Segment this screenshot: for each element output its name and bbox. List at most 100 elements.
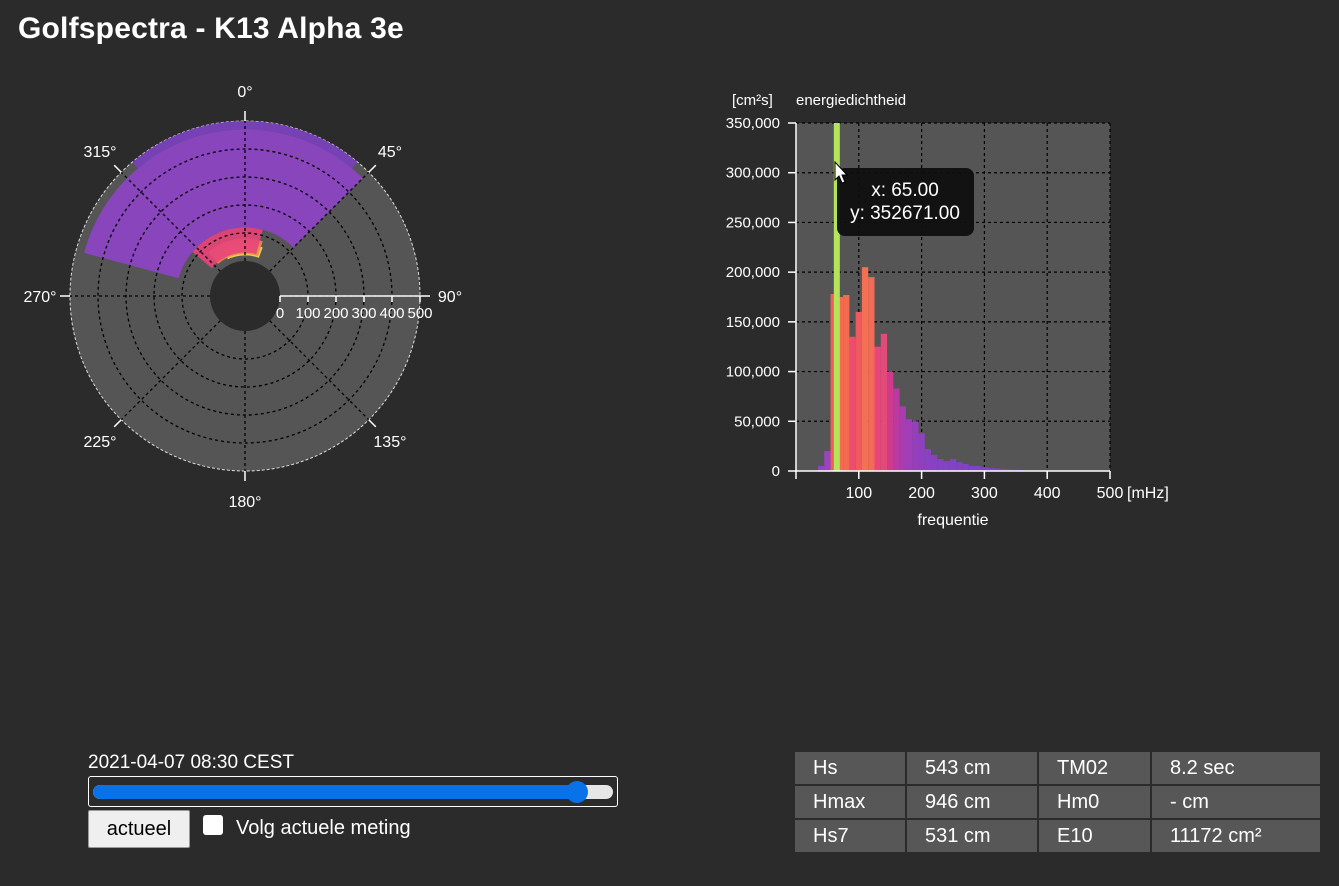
energy-band — [84, 129, 363, 279]
direction-label: 135° — [373, 434, 406, 451]
histogram-bar[interactable] — [861, 267, 869, 471]
histogram-bar[interactable] — [836, 297, 844, 471]
x-axis-unit: [mHz] — [1127, 485, 1169, 502]
histogram-bar[interactable] — [830, 294, 837, 471]
stat-name: E10 — [1039, 820, 1150, 852]
y-tick-label: 350,000 — [726, 115, 780, 132]
histogram-bar[interactable] — [874, 346, 881, 471]
direction-label: 270° — [23, 289, 56, 306]
x-tick-label: 500 — [1097, 485, 1124, 502]
stat-name: Hs — [795, 752, 905, 784]
radial-tick-label: 100 — [295, 305, 320, 322]
histogram-bar[interactable] — [855, 311, 862, 471]
table-row: Hs 543 cm TM02 8.2 sec — [795, 752, 1320, 784]
histogram-bar[interactable] — [937, 459, 944, 471]
slider-fill — [93, 785, 577, 799]
table-row: Hmax 946 cm Hm0 - cm — [795, 786, 1320, 818]
time-controls: 2021-04-07 08:30 CEST actueel Volg actue… — [88, 752, 620, 848]
y-tick-label: 50,000 — [734, 413, 780, 430]
y-tick-label: 200,000 — [726, 264, 780, 281]
radial-tick-label: 200 — [323, 305, 348, 322]
y-axis-label: [cm²s] — [732, 92, 773, 109]
radial-tick-label: 300 — [351, 305, 376, 322]
direction-label: 315° — [83, 144, 116, 161]
chart-title: energiedichtheid — [796, 92, 906, 109]
histogram-bar[interactable] — [899, 406, 906, 471]
histogram-bar[interactable] — [912, 421, 919, 471]
y-tick-label: 150,000 — [726, 314, 780, 331]
stat-name: Hmax — [795, 786, 905, 818]
stat-name: TM02 — [1039, 752, 1150, 784]
slider-thumb[interactable] — [565, 781, 588, 803]
histogram-bar[interactable] — [931, 455, 938, 471]
histogram-bar[interactable] — [924, 449, 932, 471]
direction-label: 0° — [237, 84, 252, 101]
histogram-bar[interactable] — [905, 419, 913, 471]
histogram-bar[interactable] — [918, 433, 925, 471]
tooltip-y-text: y: 352671.00 — [850, 203, 960, 224]
actueel-button[interactable]: actueel — [88, 810, 190, 848]
histogram-bar[interactable] — [962, 464, 969, 471]
radial-tick-label: 500 — [407, 305, 432, 322]
histogram-bar[interactable] — [981, 467, 988, 471]
stat-value: 11172 cm² — [1152, 820, 1320, 852]
direction-tick — [368, 419, 377, 428]
page-title: Golfspectra - K13 Alpha 3e — [18, 12, 404, 45]
time-slider[interactable] — [88, 776, 618, 807]
histogram-bar[interactable] — [868, 277, 875, 471]
x-tick-label: 100 — [845, 485, 872, 502]
histogram-bar[interactable] — [880, 333, 888, 471]
direction-tick — [113, 419, 122, 428]
direction-tick — [368, 164, 377, 173]
histogram-bar[interactable] — [987, 468, 994, 471]
radial-tick-label: 0 — [276, 305, 284, 322]
y-tick-label: 0 — [772, 463, 780, 480]
stat-name: Hm0 — [1039, 786, 1150, 818]
histogram-bar[interactable] — [843, 295, 850, 471]
polar-spoke — [120, 320, 221, 421]
directional-spectrum-plot: 0° 45° 90° 135° 180° 225° 270° 315° 0 100 200 300 40… — [23, 84, 462, 510]
y-tick-label: 250,000 — [726, 214, 780, 231]
histogram-bar[interactable] — [817, 466, 825, 471]
polar-center-hole — [210, 261, 280, 331]
histogram-bar[interactable] — [968, 466, 975, 471]
histogram-bar[interactable] — [949, 459, 957, 471]
table-row: Hs7 531 cm E10 11172 cm² — [795, 820, 1320, 852]
y-tick-label: 100,000 — [726, 364, 780, 381]
tooltip: x: 65.00y: 352671.00 — [837, 168, 974, 236]
direction-label: 225° — [83, 434, 116, 451]
stat-value: 946 cm — [907, 786, 1037, 818]
slider-track[interactable] — [93, 781, 613, 803]
histogram-bar[interactable] — [956, 462, 963, 471]
wave-statistics-table: Hs 543 cm TM02 8.2 sec Hmax 946 cm Hm0 -… — [793, 750, 1322, 854]
histogram-bar[interactable] — [824, 451, 831, 471]
measurement-timestamp: 2021-04-07 08:30 CEST — [88, 752, 294, 773]
polar-spoke — [269, 171, 370, 272]
highlight-bar[interactable] — [833, 123, 840, 471]
histogram-bar[interactable] — [943, 461, 950, 471]
follow-checkbox[interactable] — [203, 815, 223, 835]
stat-value: 531 cm — [907, 820, 1037, 852]
histogram-bar[interactable] — [974, 466, 982, 471]
x-tick-label: 200 — [908, 485, 935, 502]
stat-name: Hs7 — [795, 820, 905, 852]
energy-density-chart[interactable]: 0 50,000 100,000 150,000 200,000 250,000 300,0… — [700, 80, 1200, 540]
histogram-bar[interactable] — [993, 468, 1001, 471]
stat-value: 8.2 sec — [1152, 752, 1320, 784]
histogram-bar[interactable] — [887, 371, 894, 471]
histogram-bar[interactable] — [893, 388, 900, 471]
direction-label: 45° — [378, 144, 402, 161]
histogram-bar[interactable] — [849, 336, 856, 471]
energy-band — [192, 227, 263, 269]
polar-spoke — [269, 320, 370, 421]
mouse-cursor-icon — [834, 160, 849, 184]
tooltip-box — [837, 168, 974, 236]
histogram-bar[interactable] — [1000, 469, 1007, 471]
stat-value: - cm — [1152, 786, 1320, 818]
follow-label: Volg actuele meting — [236, 817, 411, 839]
direction-label: 180° — [228, 494, 261, 510]
polar-spoke — [120, 171, 221, 272]
radial-tick-label: 400 — [379, 305, 404, 322]
y-tick-label: 300,000 — [726, 165, 780, 182]
stat-value: 543 cm — [907, 752, 1037, 784]
